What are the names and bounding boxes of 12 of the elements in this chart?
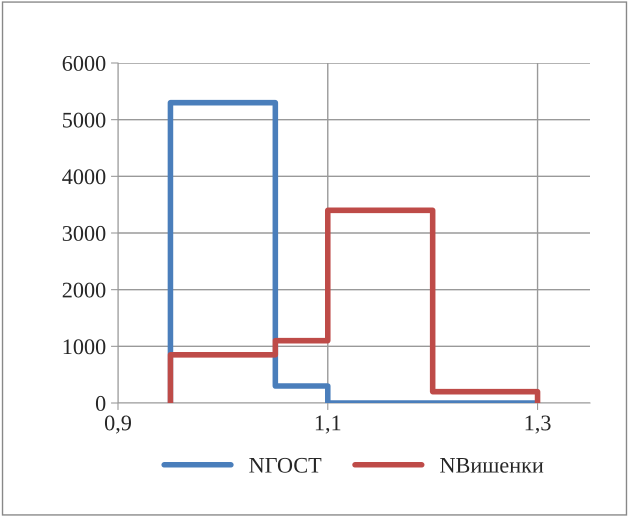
y-tick-label: 5000 <box>63 112 106 128</box>
legend-label: NГОСТ <box>249 458 322 473</box>
y-tick-label: 0 <box>96 396 106 411</box>
x-tick-label: 0,9 <box>104 415 131 434</box>
y-tick-label: 3000 <box>62 226 106 241</box>
x-tick-label: 1,3 <box>526 416 551 434</box>
legend-label: NВишенки <box>440 458 544 473</box>
y-tick-label: 4000 <box>62 169 106 184</box>
y-tick-label: 6000 <box>62 56 106 71</box>
y-tick-label: 1000 <box>64 339 106 354</box>
y-tick-label: 2000 <box>62 282 106 298</box>
x-tick-label: 1,1 <box>316 416 340 434</box>
